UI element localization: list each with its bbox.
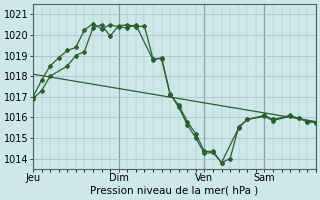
X-axis label: Pression niveau de la mer( hPa ): Pression niveau de la mer( hPa ) <box>90 186 259 196</box>
